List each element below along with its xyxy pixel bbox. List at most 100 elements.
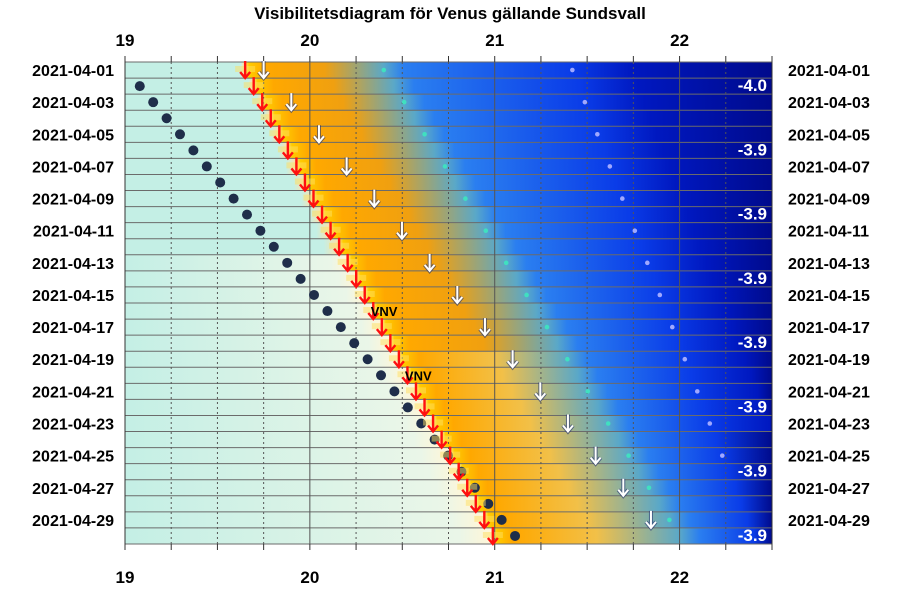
venus-alt-arrow — [451, 285, 464, 305]
twilight-dot — [503, 260, 509, 266]
deep-twilight-dot — [719, 453, 725, 458]
magnitude-label: -3.9 — [738, 526, 767, 545]
venus-alt-arrow — [368, 189, 381, 209]
hour-label-top: 21 — [485, 31, 504, 50]
date-label-right: 2021-04-25 — [788, 449, 870, 466]
venus-set-arrow — [281, 141, 294, 161]
date-label-right: 2021-04-23 — [788, 417, 870, 434]
venus-set-arrow — [247, 77, 260, 96]
direction-label: VNV — [405, 368, 432, 383]
venus-set-arrow — [375, 318, 388, 337]
date-label-left: 2021-04-25 — [32, 449, 114, 466]
deep-twilight-dot — [595, 132, 600, 137]
sunset-dot — [174, 129, 185, 140]
date-label-left: 2021-04-05 — [32, 127, 114, 144]
twilight-dot — [463, 196, 468, 201]
twilight-dot — [667, 517, 672, 523]
date-label-right: 2021-04-19 — [788, 352, 870, 369]
venus-set-arrow — [358, 285, 371, 305]
venus-alt-arrow — [534, 382, 547, 401]
magnitude-label: -3.9 — [738, 269, 767, 288]
venus-alt-arrow — [589, 446, 602, 466]
sunset-dot — [282, 257, 293, 268]
venus-set-arrow — [478, 510, 491, 530]
date-label-left: 2021-04-23 — [32, 417, 114, 434]
venus-alt-arrow — [506, 350, 519, 369]
magnitude-label: -3.9 — [738, 333, 767, 352]
date-label-right: 2021-04-03 — [788, 95, 870, 112]
twilight-dot — [483, 228, 489, 233]
date-label-left: 2021-04-03 — [32, 95, 114, 112]
sky-row — [125, 367, 772, 384]
marks — [134, 61, 725, 546]
sky-row — [125, 62, 772, 79]
hour-label-bottom: 22 — [670, 568, 689, 587]
magnitude-label: -3.9 — [738, 462, 767, 481]
sunset-dot — [242, 209, 253, 220]
sky-row — [125, 303, 772, 320]
date-label-left: 2021-04-01 — [32, 63, 114, 80]
venus-set-arrow — [486, 526, 499, 546]
venus-alt-arrow — [257, 61, 270, 80]
deep-twilight-dot — [694, 389, 700, 394]
twilight-dot — [585, 389, 591, 394]
chart-title: Visibilitetsdiagram för Venus gällande S… — [254, 4, 646, 23]
date-label-left: 2021-04-09 — [32, 192, 114, 209]
date-label-right: 2021-04-27 — [788, 481, 870, 498]
sky-row — [125, 78, 772, 95]
grid — [124, 56, 773, 550]
deep-twilight-dot — [620, 196, 625, 201]
venus-set-arrow — [256, 93, 269, 113]
venus-set-arrow — [418, 398, 431, 418]
venus-alt-arrow — [562, 414, 574, 434]
twilight-dot — [544, 324, 550, 330]
date-label-left: 2021-04-17 — [32, 320, 114, 337]
date-label-right: 2021-04-17 — [788, 320, 870, 337]
venus-set-arrow — [452, 462, 465, 482]
date-label-right: 2021-04-21 — [788, 384, 870, 401]
sky-row — [125, 286, 772, 304]
sunset-dot — [376, 370, 387, 381]
venus-set-arrow — [367, 302, 380, 321]
magnitude-label: -3.9 — [738, 140, 767, 159]
date-label-right: 2021-04-13 — [788, 256, 870, 273]
venus-set-arrow — [444, 446, 457, 466]
date-label-right: 2021-04-07 — [788, 159, 870, 176]
sunset-dot — [402, 402, 413, 413]
sky-row — [125, 270, 772, 288]
deep-twilight-dot — [582, 99, 588, 105]
venus-set-arrow — [324, 221, 337, 241]
venus-set-arrow — [392, 350, 405, 370]
venus-alt-arrow — [396, 221, 408, 241]
deep-twilight-dot — [707, 421, 713, 426]
venus-alt-arrow — [285, 93, 298, 112]
date-label-right: 2021-04-15 — [788, 288, 870, 305]
magnitude-label: -3.9 — [738, 205, 767, 224]
sunset-dot — [496, 514, 507, 525]
venus-set-arrow — [290, 157, 303, 177]
hour-label-top: 22 — [670, 31, 689, 50]
date-label-left: 2021-04-27 — [32, 481, 114, 498]
venus-set-arrow — [427, 414, 439, 434]
sunset-dot — [188, 145, 199, 156]
sunset-dot — [309, 289, 320, 300]
venus-alt-arrow — [340, 157, 353, 176]
hour-label-bottom: 19 — [116, 568, 135, 587]
magnitude-label: -3.9 — [738, 397, 767, 416]
date-label-right: 2021-04-29 — [788, 513, 870, 530]
sky-row — [125, 206, 772, 224]
labels: 19 19 20 20 21 21 22 22 2021-04-01 2021-04-01 2021… — [32, 31, 870, 587]
deep-twilight-dot — [570, 67, 575, 73]
hour-label-top: 20 — [300, 31, 319, 50]
deep-twilight-dot — [657, 292, 663, 298]
twilight-dot — [626, 453, 631, 458]
venus-alt-arrow — [313, 125, 325, 144]
sky-row — [125, 495, 772, 513]
date-label-left: 2021-04-07 — [32, 159, 114, 176]
sunset-dot — [295, 273, 306, 284]
sunset-dot — [510, 530, 521, 541]
hour-label-bottom: 20 — [300, 568, 319, 587]
sunset-dot — [389, 386, 400, 397]
venus-set-arrow — [273, 125, 286, 145]
